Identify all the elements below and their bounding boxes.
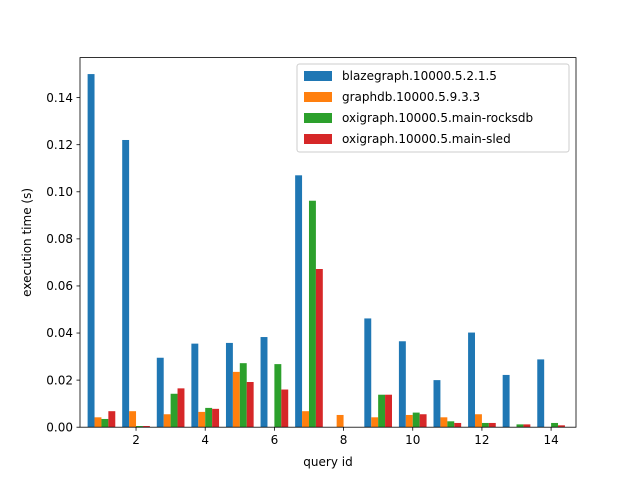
bar-series-2-query-9 (378, 394, 386, 428)
bar-series-3-query-4 (212, 408, 220, 428)
bar-series-3-query-2 (142, 426, 150, 428)
bar-series-0-query-11 (433, 380, 441, 428)
series-2-bars (101, 200, 559, 428)
bar-series-1-query-11 (440, 417, 448, 428)
y-tick-label: 0.14 (46, 91, 73, 105)
bar-series-0-query-6 (260, 337, 268, 428)
bar-series-3-query-14 (558, 425, 565, 428)
bar-series-2-query-4 (205, 407, 213, 428)
bar-series-2-query-3 (170, 393, 178, 428)
y-tick-label: 0.06 (46, 279, 73, 293)
y-axis: 0.00 0.02 0.04 0.06 0.08 0.10 0.12 0.14 (46, 91, 80, 434)
x-tick-label: 2 (132, 433, 140, 447)
bar-series-2-query-5 (239, 363, 247, 428)
plot-frame (79, 57, 577, 428)
legend-swatch-0 (304, 71, 332, 81)
bar-series-0-query-4 (191, 343, 199, 428)
x-tick-label: 8 (340, 433, 348, 447)
legend-label-2: oxigraph.10000.5.main-rocksdb (342, 111, 533, 125)
bar-series-0-query-2 (122, 139, 130, 428)
series-0-bars (87, 74, 545, 428)
bar-series-3-query-12 (488, 422, 496, 428)
bar-series-1-query-2 (129, 411, 137, 428)
bar-series-3-query-6 (281, 389, 289, 428)
bar-series-0-query-9 (364, 318, 372, 428)
bars-group (87, 74, 565, 428)
bar-series-3-query-3 (177, 388, 185, 428)
bar-series-1-query-12 (475, 414, 482, 428)
bar-series-3-query-7 (315, 269, 323, 428)
legend-swatch-2 (304, 113, 332, 123)
legend: blazegraph.10000.5.2.1.5 graphdb.10000.5.… (296, 63, 570, 153)
legend-label-0: blazegraph.10000.5.2.1.5 (342, 69, 497, 83)
bar-series-1-query-4 (198, 411, 206, 428)
bar-series-2-query-11 (447, 421, 455, 428)
bar-series-0-query-14 (537, 359, 545, 428)
y-axis-label: execution time (s) (20, 188, 34, 297)
bar-series-1-query-1 (94, 417, 102, 428)
y-tick-label: 0.10 (46, 185, 73, 199)
bar-series-0-query-7 (295, 175, 303, 428)
bar-series-3-query-11 (454, 422, 462, 428)
y-tick-label: 0.00 (46, 420, 73, 434)
series-1-bars (94, 371, 482, 428)
bar-series-2-query-12 (481, 422, 489, 428)
x-tick-label: 14 (543, 433, 558, 447)
bar-series-3-query-5 (246, 382, 254, 428)
bar-series-2-query-10 (412, 412, 420, 428)
bar-series-1-query-5 (232, 371, 240, 428)
bar-series-1-query-10 (405, 414, 413, 428)
bar-series-3-query-10 (419, 414, 427, 428)
bar-series-1-query-8 (336, 414, 344, 428)
bar-series-2-query-13 (516, 424, 524, 428)
x-tick-label: 12 (474, 433, 489, 447)
x-tick-label: 4 (201, 433, 209, 447)
bar-series-2-query-1 (101, 418, 109, 428)
bar-series-0-query-1 (87, 74, 95, 428)
x-tick-label: 10 (405, 433, 420, 447)
legend-box (296, 63, 570, 153)
x-axis-label: query id (303, 455, 352, 469)
bar-series-0-query-5 (225, 342, 233, 428)
y-tick-label: 0.08 (46, 232, 73, 246)
bar-series-1-query-9 (371, 417, 379, 428)
legend-label-3: oxigraph.10000.5.main-sled (342, 132, 511, 146)
y-tick-label: 0.12 (46, 138, 73, 152)
bar-series-1-query-7 (302, 411, 309, 428)
series-3-bars (108, 269, 565, 428)
legend-label-1: graphdb.10000.5.9.3.3 (342, 90, 480, 104)
bar-series-2-query-14 (551, 422, 559, 428)
bar-series-0-query-13 (502, 374, 510, 428)
legend-swatch-1 (304, 92, 332, 102)
bar-series-0-query-10 (398, 341, 406, 428)
bar-series-3-query-9 (385, 394, 392, 428)
x-axis: 2 4 6 8 10 12 14 (132, 427, 559, 447)
y-tick-label: 0.04 (46, 326, 73, 340)
bar-series-2-query-2 (136, 426, 143, 428)
y-tick-label: 0.02 (46, 373, 73, 387)
x-tick-label: 6 (271, 433, 279, 447)
bar-series-0-query-12 (468, 332, 475, 428)
bar-series-0-query-3 (156, 357, 164, 428)
bar-series-3-query-1 (108, 411, 116, 428)
bar-series-2-query-6 (274, 364, 282, 428)
bar-series-2-query-7 (308, 200, 316, 428)
bar-series-3-query-13 (523, 424, 531, 428)
bar-series-1-query-3 (163, 414, 171, 428)
legend-swatch-3 (304, 134, 332, 144)
